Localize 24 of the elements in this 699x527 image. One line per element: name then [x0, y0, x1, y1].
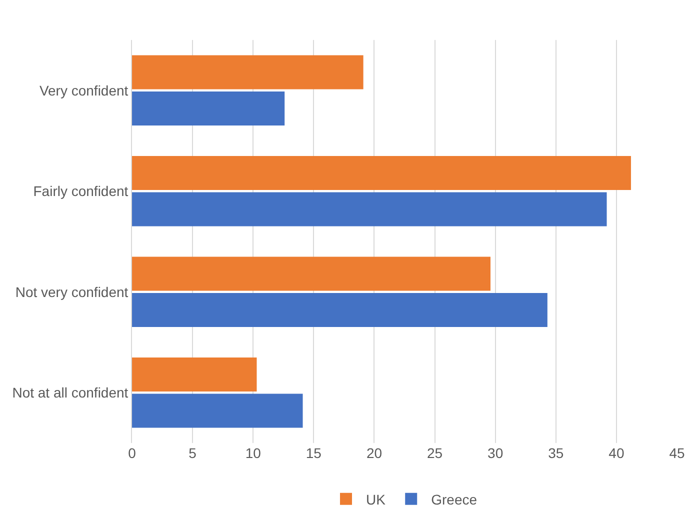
x-tick-label: 20	[366, 445, 382, 461]
x-tick-label: 25	[426, 445, 443, 461]
bar	[132, 55, 364, 90]
y-tick-label: Not very confident	[15, 284, 128, 300]
x-tick-label: 40	[608, 445, 624, 461]
bar	[132, 192, 607, 226]
legend-label: UK	[366, 491, 386, 508]
x-tick-label: 30	[488, 445, 504, 461]
legend-label: Greece	[431, 491, 478, 508]
x-tick-label: 35	[548, 445, 564, 461]
bar	[132, 357, 257, 392]
bar	[132, 394, 303, 428]
y-tick-label: Not at all confident	[12, 384, 128, 401]
bar	[132, 91, 285, 126]
x-tick-label: 5	[188, 445, 197, 461]
x-tick-label: 0	[128, 445, 136, 461]
y-tick-label: Very confident	[39, 82, 128, 98]
x-tick-label: 15	[306, 445, 322, 461]
y-tick-label: Fairly confident	[33, 183, 128, 200]
bar	[132, 256, 490, 291]
x-tick-label: 45	[669, 445, 685, 461]
x-tick-label: 10	[245, 445, 262, 461]
bar	[132, 292, 548, 328]
bar	[132, 156, 631, 190]
